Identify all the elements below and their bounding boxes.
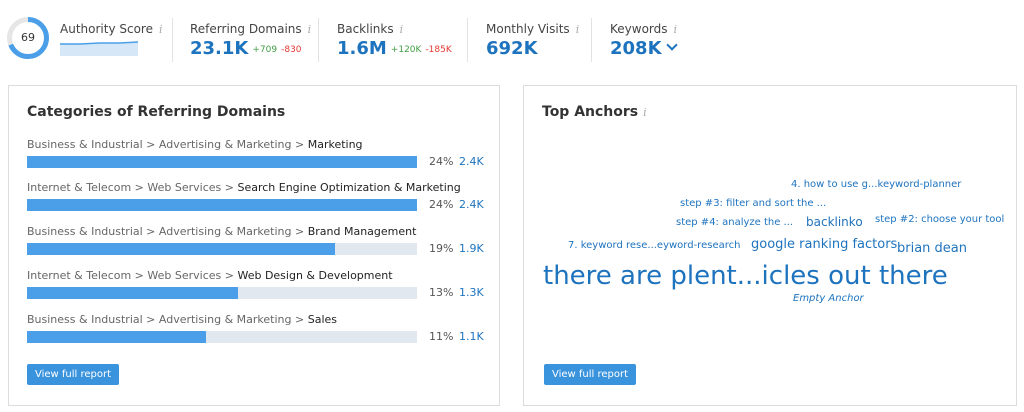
category-percent: 19% bbox=[429, 242, 454, 255]
anchor-link[interactable]: step #4: analyze the ... bbox=[676, 217, 794, 228]
category-path: Internet & Telecom > Web Services > bbox=[27, 181, 238, 194]
monthly-visits-value[interactable]: 692K bbox=[486, 38, 538, 59]
keywords-value[interactable]: 208K bbox=[610, 38, 662, 59]
authority-score-metric: Authority Score i bbox=[60, 18, 163, 37]
referring-domains-value[interactable]: 23.1K bbox=[190, 38, 249, 59]
authority-score-value: 69 bbox=[21, 31, 35, 44]
metric-divider bbox=[318, 18, 319, 62]
view-full-report-button[interactable]: View full report bbox=[27, 364, 120, 385]
category-row: Internet & Telecom > Web Services > Sear… bbox=[27, 181, 487, 211]
top-anchors-panel: Top Anchors i 4. how to use g...keyword-p… bbox=[523, 85, 1017, 406]
category-bar-fill bbox=[27, 331, 207, 343]
authority-score-label: Authority Score i bbox=[60, 22, 163, 36]
category-count-link[interactable]: 1.1K bbox=[459, 330, 484, 343]
anchor-link[interactable]: backlinko bbox=[806, 215, 863, 229]
anchor-link[interactable]: google ranking factors bbox=[751, 237, 898, 252]
backlinks-metric[interactable]: Backlinks i 1.6M +120K -185K bbox=[337, 18, 452, 59]
category-bar-fill bbox=[27, 243, 336, 255]
category-bar bbox=[27, 156, 417, 168]
monthly-visits-metric[interactable]: Monthly Visits i 692K bbox=[486, 18, 580, 59]
categories-title: Categories of Referring Domains bbox=[27, 104, 286, 120]
anchor-link[interactable]: step #2: choose your tool bbox=[875, 214, 1005, 225]
info-icon[interactable]: i bbox=[399, 23, 404, 36]
keywords-label: Keywords bbox=[610, 22, 668, 36]
monthly-visits-label: Monthly Visits bbox=[486, 22, 570, 36]
backlinks-lost: -185K bbox=[425, 45, 452, 55]
category-percent: 11% bbox=[429, 330, 454, 343]
anchor-link[interactable]: Empty Anchor bbox=[793, 293, 864, 304]
category-percent: 24% bbox=[429, 155, 454, 168]
keywords-metric[interactable]: Keywords i 208K bbox=[610, 18, 678, 59]
metric-divider bbox=[591, 18, 592, 62]
referring-domains-metric[interactable]: Referring Domains i 23.1K +709 -830 bbox=[190, 18, 312, 59]
category-row: Business & Industrial > Advertising & Ma… bbox=[27, 138, 487, 168]
info-icon[interactable]: i bbox=[673, 23, 678, 36]
category-bar-fill bbox=[27, 156, 417, 168]
category-bar bbox=[27, 287, 417, 299]
referring-domains-lost: -830 bbox=[281, 45, 302, 55]
info-icon[interactable]: i bbox=[307, 23, 312, 36]
category-leaf: Search Engine Optimization & Marketing bbox=[237, 181, 461, 194]
category-path: Internet & Telecom > Web Services > bbox=[27, 269, 238, 282]
category-bar bbox=[27, 199, 417, 211]
category-bar-fill bbox=[27, 287, 238, 299]
category-bar-fill bbox=[27, 199, 417, 211]
category-path: Business & Industrial > Advertising & Ma… bbox=[27, 225, 308, 238]
category-count-link[interactable]: 1.3K bbox=[459, 286, 484, 299]
referring-domains-new: +709 bbox=[252, 45, 278, 55]
info-icon[interactable]: i bbox=[643, 106, 647, 119]
category-percent: 13% bbox=[429, 286, 454, 299]
category-bar bbox=[27, 243, 417, 255]
authority-trend-sparkline bbox=[60, 41, 138, 56]
view-full-report-button[interactable]: View full report bbox=[544, 364, 637, 385]
categories-panel: Categories of Referring Domains Business… bbox=[8, 85, 500, 406]
metric-divider bbox=[172, 18, 173, 62]
category-count-link[interactable]: 2.4K bbox=[459, 198, 484, 211]
authority-score-gauge bbox=[6, 16, 50, 60]
metrics-bar: 69 Authority Score i Referring Domains i 2… bbox=[0, 0, 1024, 78]
backlinks-new: +120K bbox=[390, 45, 422, 55]
category-row: Business & Industrial > Advertising & Ma… bbox=[27, 225, 487, 255]
category-leaf: Brand Management bbox=[307, 225, 417, 238]
anchor-link[interactable]: 4. how to use g...keyword-planner bbox=[791, 179, 962, 190]
info-icon[interactable]: i bbox=[158, 23, 163, 36]
top-anchors-title: Top Anchors bbox=[542, 104, 639, 120]
category-leaf: Marketing bbox=[307, 138, 363, 151]
category-leaf: Sales bbox=[307, 313, 337, 326]
chevron-down-icon[interactable] bbox=[665, 39, 678, 51]
category-path: Business & Industrial > Advertising & Ma… bbox=[27, 138, 308, 151]
category-percent: 24% bbox=[429, 198, 454, 211]
category-row: Business & Industrial > Advertising & Ma… bbox=[27, 313, 487, 343]
referring-domains-label: Referring Domains bbox=[190, 22, 302, 36]
category-row: Internet & Telecom > Web Services > Web … bbox=[27, 269, 487, 299]
info-icon[interactable]: i bbox=[575, 23, 580, 36]
category-count-link[interactable]: 2.4K bbox=[459, 155, 484, 168]
backlinks-value[interactable]: 1.6M bbox=[337, 38, 387, 59]
category-leaf: Web Design & Development bbox=[237, 269, 393, 282]
category-bar bbox=[27, 331, 417, 343]
category-path: Business & Industrial > Advertising & Ma… bbox=[27, 313, 308, 326]
anchor-link[interactable]: step #3: filter and sort the ... bbox=[680, 198, 827, 209]
anchor-link[interactable]: 7. keyword rese...eyword-research bbox=[568, 240, 741, 251]
anchor-link[interactable]: brian dean bbox=[897, 241, 968, 256]
anchor-link-top[interactable]: there are plent...icles out there bbox=[543, 261, 948, 291]
category-count-link[interactable]: 1.9K bbox=[459, 242, 484, 255]
metric-divider bbox=[467, 18, 468, 62]
backlinks-label: Backlinks bbox=[337, 22, 394, 36]
